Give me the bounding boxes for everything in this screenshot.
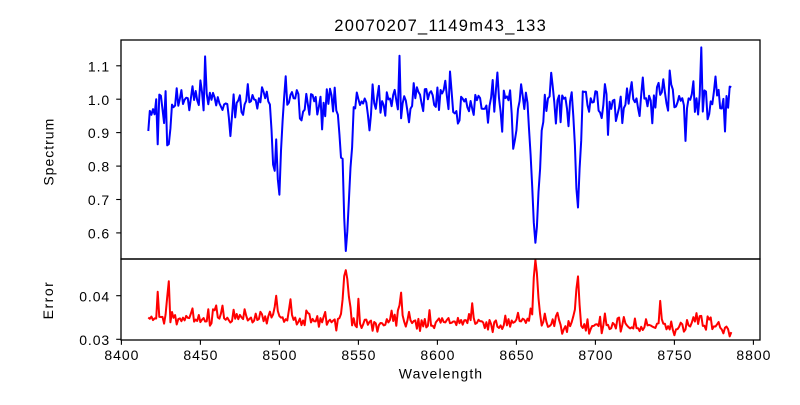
svg-text:0.9: 0.9: [88, 125, 110, 141]
svg-text:0.04: 0.04: [79, 288, 110, 304]
svg-text:1.1: 1.1: [88, 58, 110, 74]
svg-text:8550: 8550: [341, 347, 376, 363]
svg-text:8400: 8400: [104, 347, 139, 363]
svg-text:8600: 8600: [420, 347, 455, 363]
svg-text:8650: 8650: [499, 347, 534, 363]
svg-text:8450: 8450: [183, 347, 218, 363]
svg-text:8700: 8700: [578, 347, 613, 363]
svg-text:0.03: 0.03: [79, 332, 110, 348]
svg-text:8800: 8800: [736, 347, 771, 363]
svg-text:8500: 8500: [262, 347, 297, 363]
svg-text:0.7: 0.7: [88, 192, 110, 208]
svg-text:Error: Error: [40, 281, 56, 320]
svg-text:20070207_1149m43_133: 20070207_1149m43_133: [334, 17, 547, 35]
svg-text:Spectrum: Spectrum: [41, 118, 57, 186]
svg-text:1.0: 1.0: [88, 92, 110, 108]
svg-text:8750: 8750: [657, 347, 692, 363]
svg-text:0.6: 0.6: [88, 226, 110, 242]
svg-text:0.8: 0.8: [88, 159, 110, 175]
svg-text:Wavelength: Wavelength: [399, 366, 483, 382]
